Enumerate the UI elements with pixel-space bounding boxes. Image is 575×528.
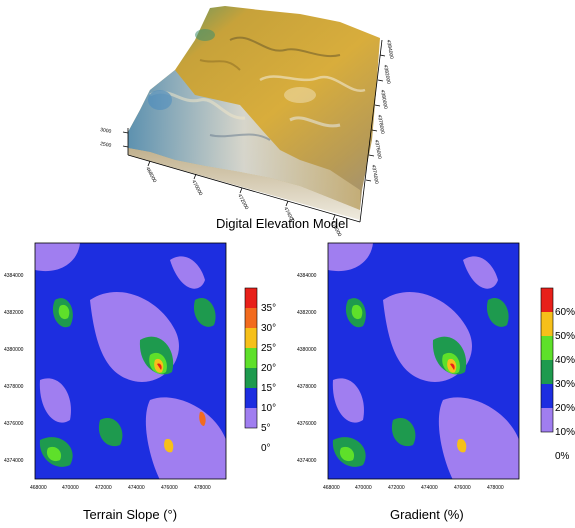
gradient-legend-20: 20%: [555, 403, 575, 414]
slope-legend-35: 35°: [261, 303, 276, 314]
gradient-map-y-ticks: 4384000 4382000 4380000 4378000 4376000 …: [297, 273, 317, 464]
slope-y-label-3: 4378000: [4, 384, 24, 390]
slope-colorbar-labels: 35° 30° 25° 20° 15° 10° 5° 0°: [261, 303, 276, 454]
dem-northing-label-4: 4376000: [373, 139, 382, 159]
dem-northing-label-1: 4382000: [382, 64, 391, 84]
dem-easting-ticks: [147, 160, 336, 221]
slope-y-label-2: 4380000: [4, 347, 24, 353]
slope-colorbar: [244, 287, 258, 429]
slope-x-label-0: 468000: [30, 485, 47, 491]
slope-map-contours: [35, 243, 226, 479]
gradient-map-panel: 4384000 4382000 4380000 4378000 4376000 …: [297, 242, 575, 522]
dem-elevation-tick-marks: [122, 131, 129, 148]
gradient-y-label-5: 4374000: [297, 458, 317, 464]
gradient-legend-60: 60%: [555, 307, 575, 318]
dem-west-slope: [128, 70, 360, 210]
dem-axes: [127, 39, 383, 223]
dem-northing-label-3: 4378000: [376, 114, 385, 134]
slope-legend-20: 20°: [261, 363, 276, 374]
gradient-x-label-1: 470000: [355, 485, 372, 491]
slope-map-title: Terrain Slope (°): [83, 507, 177, 522]
slope-legend-15: 15°: [261, 383, 276, 394]
gradient-map-contours: [328, 243, 519, 479]
dem-northing-label-0: 4384000: [385, 39, 394, 59]
slope-y-label-5: 4374000: [4, 458, 24, 464]
gradient-y-label-2: 4380000: [297, 347, 317, 353]
slope-legend-30: 30°: [261, 323, 276, 334]
gradient-map-x-ticks: 468000 470000 472000 474000 476000 47800…: [323, 485, 504, 491]
dem-northing-label-5: 4374000: [370, 164, 379, 184]
slope-x-label-2: 472000: [95, 485, 112, 491]
gradient-colorbar-labels: 60% 50% 40% 30% 20% 10% 0%: [555, 307, 575, 462]
gradient-y-label-3: 4378000: [297, 384, 317, 390]
slope-x-label-1: 470000: [62, 485, 79, 491]
gradient-legend-40: 40%: [555, 355, 575, 366]
slope-x-label-5: 478000: [194, 485, 211, 491]
gradient-legend-0: 0%: [555, 451, 570, 462]
gradient-legend-10: 10%: [555, 427, 575, 438]
slope-map-y-ticks: 4384000 4382000 4380000 4378000 4376000 …: [4, 273, 24, 464]
slope-map-panel: 4384000 4382000 4380000 4378000 4376000 …: [4, 242, 276, 522]
gradient-x-label-3: 474000: [421, 485, 438, 491]
slope-map-frame: [34, 242, 227, 480]
gradient-legend-50: 50%: [555, 331, 575, 342]
gradient-y-label-4: 4376000: [297, 421, 317, 427]
gradient-x-label-4: 476000: [454, 485, 471, 491]
dem-northing-tick-marks: [365, 54, 386, 182]
slope-y-label-4: 4376000: [4, 421, 24, 427]
gradient-y-label-1: 4382000: [297, 310, 317, 316]
gradient-x-label-5: 478000: [487, 485, 504, 491]
gradient-x-label-0: 468000: [323, 485, 340, 491]
slope-map-x-ticks: 468000 470000 472000 474000 476000 47800…: [30, 485, 211, 491]
dem-elevation-label-0: 3000: [100, 127, 112, 135]
dem-relief: [148, 29, 366, 141]
slope-legend-0: 0°: [261, 443, 271, 454]
slope-y-label-0: 4384000: [4, 273, 24, 279]
dem-elevation-label-1: 2500: [100, 141, 112, 149]
dem-panel: 468000 470000 472000 474000 476000 43840…: [100, 6, 394, 238]
slope-x-label-4: 476000: [161, 485, 178, 491]
dem-title: Digital Elevation Model: [216, 216, 348, 231]
gradient-map-title: Gradient (%): [390, 507, 464, 522]
dem-easting-label-2: 472000: [236, 193, 249, 211]
gradient-colorbar: [540, 287, 554, 433]
slope-y-label-1: 4382000: [4, 310, 24, 316]
dem-easting-label-1: 470000: [190, 179, 203, 197]
dem-northing-label-2: 4380000: [379, 89, 388, 109]
slope-legend-25: 25°: [261, 343, 276, 354]
slope-legend-10: 10°: [261, 403, 276, 414]
dem-front-face: [128, 148, 360, 220]
slope-legend-5: 5°: [261, 423, 271, 434]
gradient-legend-30: 30%: [555, 379, 575, 390]
dem-easting-label-0: 468000: [144, 166, 157, 184]
gradient-y-label-0: 4384000: [297, 273, 317, 279]
slope-x-label-3: 474000: [128, 485, 145, 491]
gradient-map-frame: [327, 242, 520, 480]
gradient-x-label-2: 472000: [388, 485, 405, 491]
